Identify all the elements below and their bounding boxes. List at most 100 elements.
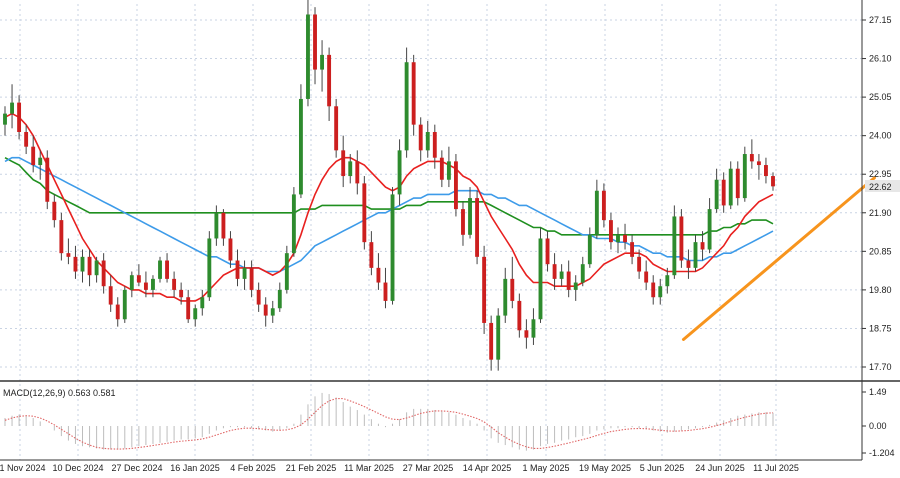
labels: MACD(12,26,9) 0.563 0.581 22.62 (3, 180, 900, 398)
candle-body (291, 194, 296, 254)
candle-body (566, 271, 571, 290)
x-tick-label: 27 Mar 2025 (403, 463, 454, 473)
candle-body (587, 234, 592, 265)
candle-body (707, 209, 712, 250)
macd-panel (4, 392, 774, 451)
x-tick-label: 10 Dec 2024 (52, 463, 103, 473)
ma-mid-line (4, 156, 774, 273)
candle-body (38, 157, 43, 166)
candle-body (143, 282, 148, 290)
candle-body (383, 282, 388, 301)
candle-body (693, 242, 698, 268)
x-tick-label: 21 Nov 2024 (0, 463, 46, 473)
candle-body (256, 289, 261, 305)
candle-body (122, 289, 127, 320)
candle-body (172, 278, 177, 290)
candle-body (601, 190, 606, 221)
candle-body (52, 201, 57, 221)
candles (3, 0, 775, 371)
candle-body (580, 264, 585, 283)
candle-body (573, 282, 578, 290)
candle-body (538, 238, 543, 320)
candle-body (362, 183, 367, 243)
candle-body (355, 161, 360, 184)
candle-body (545, 238, 550, 265)
candle-body (524, 330, 529, 338)
candle-body (207, 238, 212, 298)
candle-body (411, 62, 416, 125)
candle-body (397, 150, 402, 195)
candle-body (115, 304, 120, 320)
candle-body (369, 242, 374, 268)
candle-body (742, 154, 747, 199)
candle-body (679, 216, 684, 261)
candle-body (439, 157, 444, 180)
candle-body (186, 297, 191, 320)
candle-body (45, 157, 50, 202)
candle-body (129, 275, 134, 290)
x-tick-label: 14 Apr 2025 (463, 463, 512, 473)
y-tick-label: 19.80 (869, 285, 892, 295)
moving-averages (4, 112, 774, 302)
ma-fast-line (4, 112, 774, 302)
candle-body (214, 212, 219, 239)
x-tick-label: 5 Jun 2025 (640, 463, 685, 473)
x-tick-label: 11 Mar 2025 (344, 463, 394, 473)
candle-body (616, 234, 620, 243)
y-tick-label: 18.75 (869, 323, 892, 333)
candle-body (531, 319, 536, 338)
y-tick-label: 24.00 (869, 131, 892, 141)
x-tick-label: 4 Feb 2025 (230, 463, 276, 473)
x-tick-label: 16 Jan 2025 (170, 463, 220, 473)
last-price-tag: 22.62 (869, 182, 892, 192)
candle-body (165, 260, 169, 279)
candle-body (108, 286, 113, 305)
candle-body (348, 161, 353, 177)
candle-body (341, 150, 346, 177)
candle-body (552, 264, 557, 279)
candle-body (594, 190, 599, 235)
candle-body (468, 198, 472, 235)
candle-body (721, 179, 726, 206)
candle-body (517, 300, 522, 331)
candle-body (686, 260, 691, 268)
candle-body (200, 297, 205, 309)
candle-body (644, 271, 649, 283)
candle-body (482, 256, 487, 323)
candle-body (496, 315, 501, 360)
candle-body (623, 234, 627, 243)
trendline-layer (681, 176, 876, 341)
candle-body (609, 220, 613, 243)
candle-body (728, 168, 733, 206)
candle-body (249, 267, 254, 290)
candle-body (425, 131, 430, 151)
grid-layer (0, 4, 862, 460)
candle-body (461, 209, 465, 235)
candle-body (298, 98, 303, 195)
candle-body (376, 267, 381, 283)
candle-body (66, 253, 71, 257)
candle-body (749, 154, 754, 162)
candle-body (193, 308, 198, 320)
candle-body (334, 106, 339, 151)
ma-slow-line (4, 156, 774, 236)
candle-body (510, 278, 515, 301)
y-tick-label: 26.10 (869, 54, 892, 64)
candle-body (432, 131, 437, 158)
support-trendline (681, 176, 876, 341)
x-tick-label: 21 Feb 2025 (286, 463, 337, 473)
candle-body (313, 14, 317, 70)
candle-body (221, 212, 226, 239)
candle-body (320, 54, 325, 70)
price-tag-bg (865, 180, 900, 192)
candle-body (771, 176, 775, 187)
macd-tick-label: 0.00 (869, 421, 887, 431)
x-tick-label: 1 May 2025 (522, 463, 569, 473)
candle-body (672, 216, 677, 276)
candle-body (503, 278, 508, 316)
candle-body (714, 179, 719, 210)
candle-body (80, 256, 85, 272)
candle-body (404, 62, 409, 151)
